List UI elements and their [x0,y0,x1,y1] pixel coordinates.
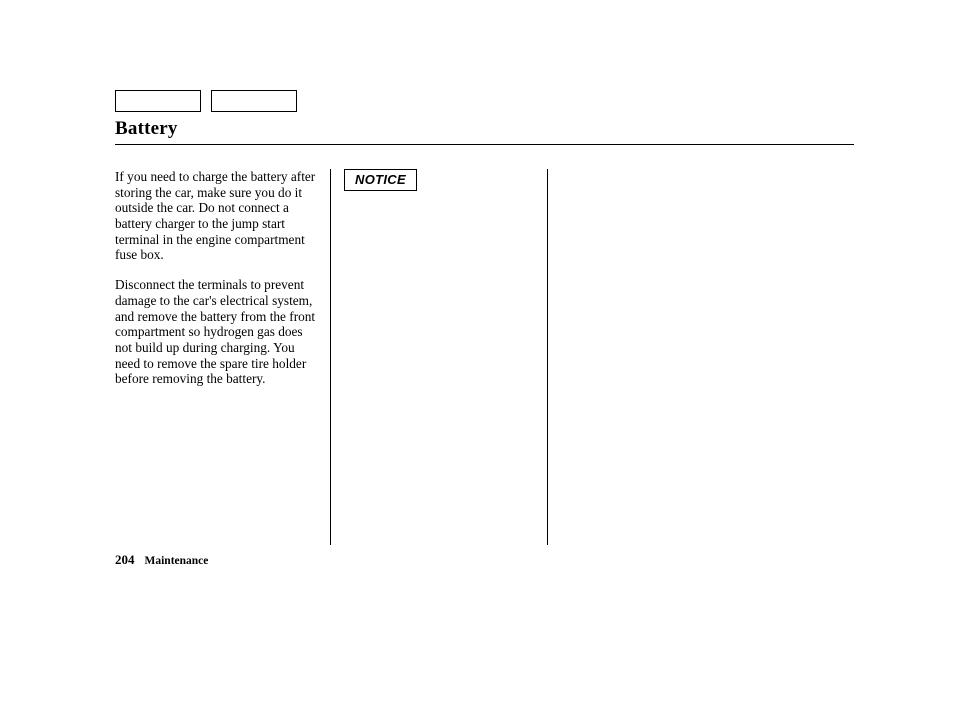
column-1: If you need to charge the battery after … [115,169,329,545]
content-columns: If you need to charge the battery after … [115,169,854,545]
notice-label: NOTICE [355,172,406,187]
column-divider-1 [330,169,331,545]
page-title: Battery [115,118,854,140]
column-divider-2 [547,169,548,545]
placeholder-box-1 [115,90,201,112]
manual-page: Battery If you need to charge the batter… [0,0,954,710]
title-row: Battery [115,118,854,145]
top-placeholder-row [115,90,854,112]
page-footer: 204 Maintenance [115,551,208,569]
placeholder-box-2 [211,90,297,112]
section-name: Maintenance [145,555,209,567]
body-paragraph-2: Disconnect the terminals to prevent dama… [115,277,317,387]
notice-box: NOTICE [344,169,417,191]
column-3 [549,169,763,545]
body-paragraph-1: If you need to charge the battery after … [115,169,317,263]
column-2: NOTICE [332,169,546,545]
page-number: 204 [115,552,135,567]
